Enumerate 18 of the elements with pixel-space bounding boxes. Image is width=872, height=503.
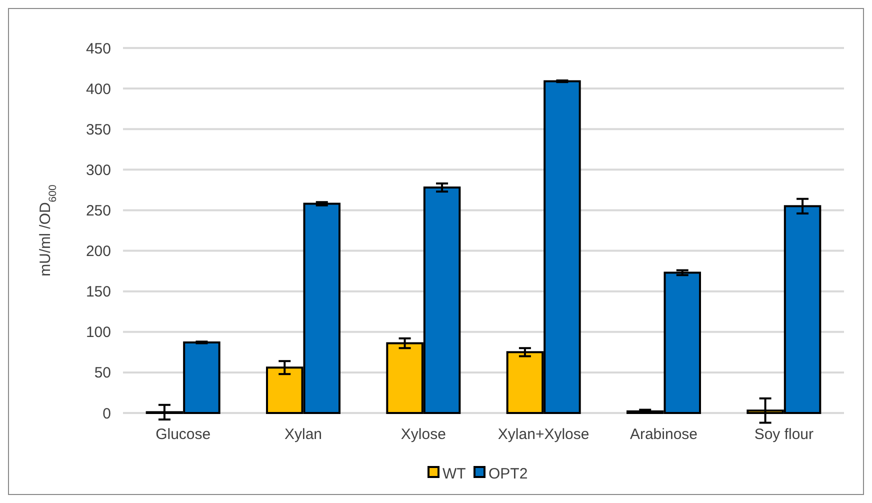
y-tick-label: 300 — [86, 162, 111, 179]
x-tick-label: Xylan — [284, 426, 322, 443]
y-tick-label: 200 — [86, 243, 111, 260]
y-tick-label: 150 — [86, 284, 111, 301]
y-tick-label: 400 — [86, 80, 111, 98]
legend-label: OPT2 — [488, 465, 528, 482]
x-tick-label: Xylan+Xylose — [498, 426, 590, 443]
x-tick-label: Xylose — [400, 426, 446, 443]
x-tick-label: Soy flour — [754, 426, 814, 443]
legend-label: WT — [442, 465, 466, 482]
y-tick-label: 50 — [94, 364, 111, 382]
y-tick-label: 0 — [102, 405, 111, 422]
y-tick-label: 450 — [86, 40, 111, 58]
x-tick-label: Arabinose — [630, 426, 698, 443]
y-tick-label: 250 — [86, 202, 111, 220]
x-tick-label: Glucose — [156, 426, 211, 443]
y-tick-label: 100 — [86, 324, 111, 342]
y-tick-label: 350 — [86, 121, 111, 138]
